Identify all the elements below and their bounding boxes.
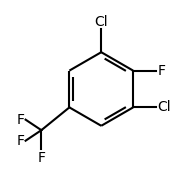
Text: F: F	[157, 64, 165, 78]
Text: Cl: Cl	[157, 100, 171, 114]
Text: F: F	[16, 113, 24, 127]
Text: Cl: Cl	[94, 15, 108, 28]
Text: F: F	[37, 151, 45, 165]
Text: F: F	[16, 134, 24, 148]
